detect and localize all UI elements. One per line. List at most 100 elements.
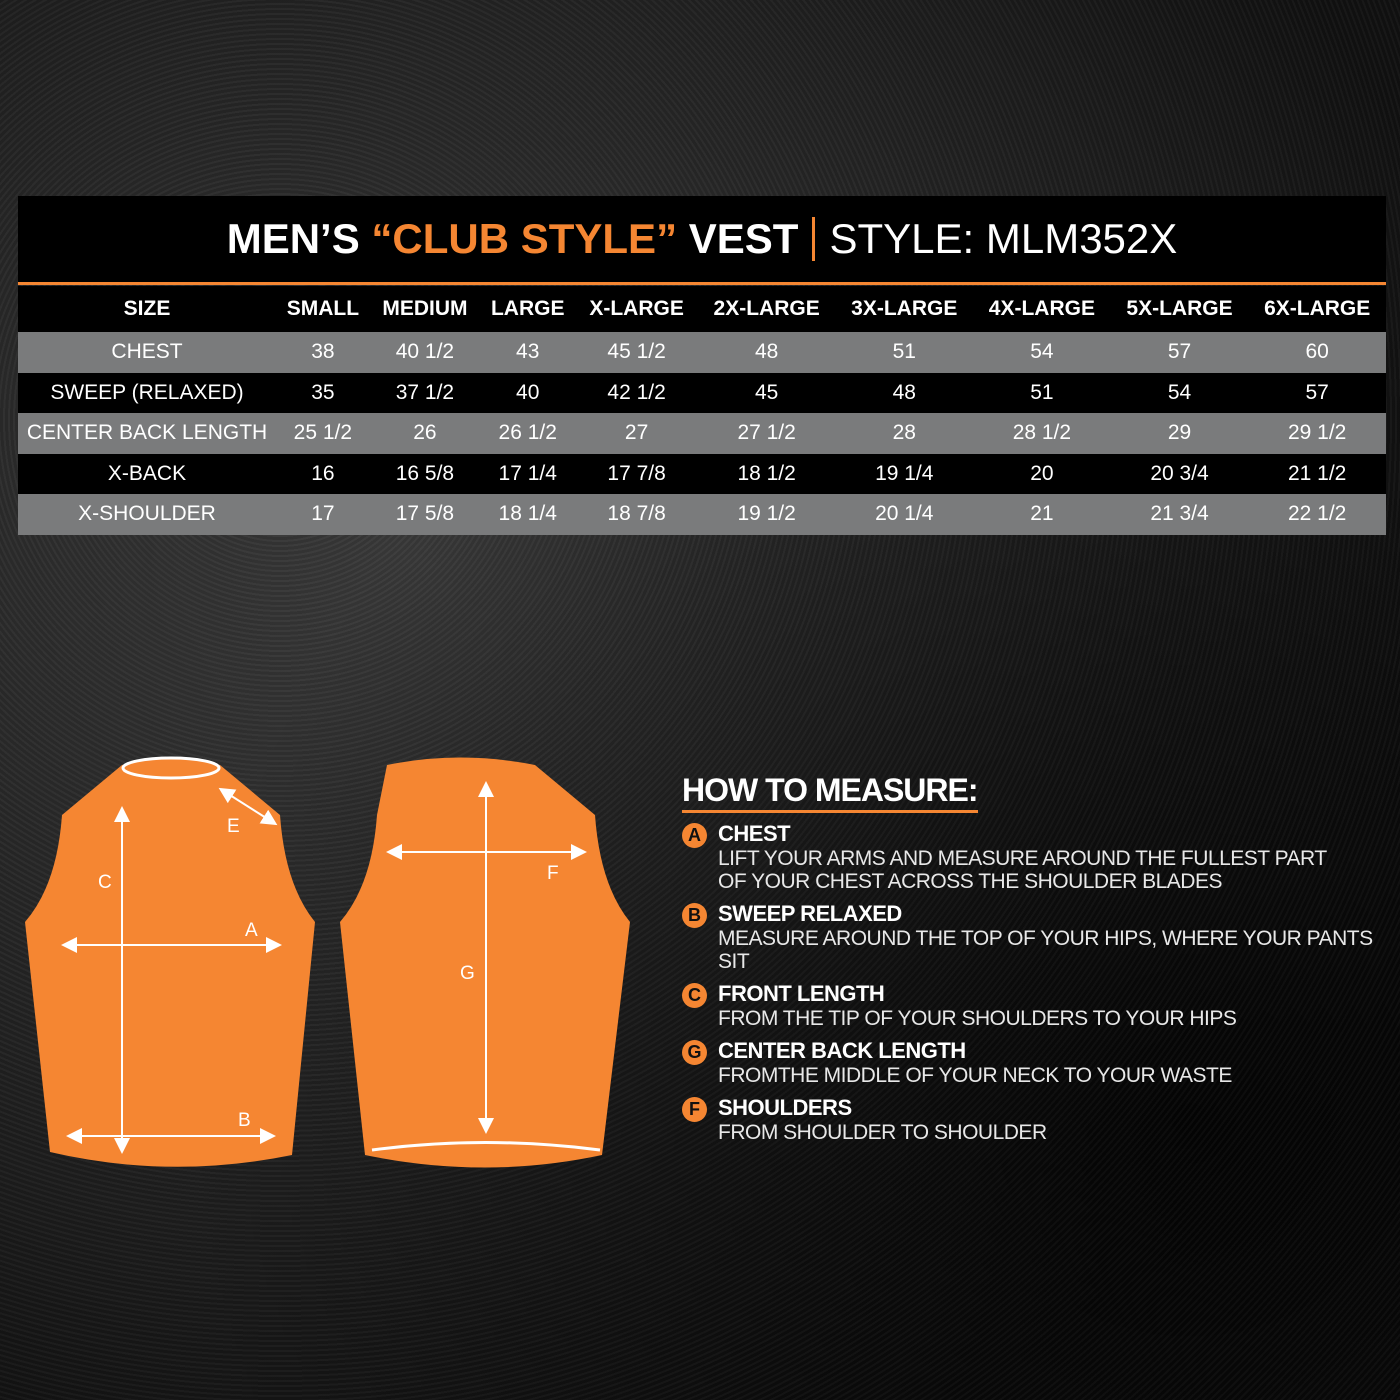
- table-cell: 16 5/8: [369, 453, 481, 494]
- table-cell: 20: [973, 453, 1111, 494]
- column-header: SMALL: [276, 286, 370, 332]
- label-f: F: [547, 863, 559, 884]
- table-cell: 43: [480, 332, 576, 373]
- table-cell: 25 1/2: [276, 413, 370, 454]
- table-cell: 17: [276, 494, 370, 535]
- table-cell: 16: [276, 453, 370, 494]
- table-cell: 51: [835, 332, 974, 373]
- table-cell: 42 1/2: [575, 372, 698, 413]
- table-cell: 48: [835, 372, 974, 413]
- table-cell: 20 3/4: [1110, 453, 1249, 494]
- table-cell: 19 1/2: [697, 494, 836, 535]
- column-header: 4X-LARGE: [973, 286, 1111, 332]
- table-cell: 60: [1248, 332, 1386, 373]
- measure-description: FROM SHOULDER TO SHOULDER: [718, 1121, 1047, 1144]
- letter-badge: G: [682, 1040, 707, 1065]
- table-cell: 54: [1110, 372, 1249, 413]
- how-to-measure-title: HOW TO MEASURE:: [682, 772, 979, 813]
- table-row: X-SHOULDER 17 17 5/8 18 1/4 18 7/8 19 1/2 20 1…: [18, 494, 1386, 535]
- table-cell: 37 1/2: [369, 372, 481, 413]
- letter-badge: B: [682, 903, 707, 928]
- table-cell: 35: [276, 372, 370, 413]
- table-cell: 18 1/2: [697, 453, 836, 494]
- measure-heading: CENTER BACK LENGTH: [718, 1038, 966, 1063]
- column-header: LARGE: [480, 286, 576, 332]
- table-cell: 19 1/4: [835, 453, 974, 494]
- measure-item: B SWEEP RELAXED MEASURE AROUND THE TOP OF …: [682, 901, 1400, 973]
- measure-heading: CHEST: [718, 821, 791, 846]
- table-cell: 54: [973, 332, 1111, 373]
- orange-divider: [18, 282, 1386, 285]
- table-cell: 18 7/8: [575, 494, 698, 535]
- label-b: B: [238, 1110, 251, 1131]
- column-header: 2X-LARGE: [697, 286, 836, 332]
- style-label: STYLE:: [829, 215, 975, 262]
- table-cell: 45: [697, 372, 836, 413]
- row-label: CHEST: [18, 332, 276, 373]
- table-cell: 21 1/2: [1248, 453, 1386, 494]
- table-cell: 18 1/4: [480, 494, 576, 535]
- title-prefix: MEN’S: [226, 215, 360, 262]
- table-cell: 29 1/2: [1248, 413, 1386, 454]
- table-row: SWEEP (RELAXED) 35 37 1/2 40 42 1/2 45 48 51 54 5…: [18, 372, 1386, 413]
- table-cell: 21: [973, 494, 1111, 535]
- table-cell: 29: [1110, 413, 1249, 454]
- table-cell: 57: [1248, 372, 1386, 413]
- row-label: SWEEP (RELAXED): [18, 372, 276, 413]
- table-cell: 26 1/2: [480, 413, 576, 454]
- label-g: G: [460, 963, 475, 984]
- column-header: MEDIUM: [369, 286, 481, 332]
- measure-description: LIFT YOUR ARMS AND MEASURE AROUND THE FU…: [718, 847, 1327, 870]
- table-row: CHEST 38 40 1/2 43 45 1/2 48 51 54 57 60: [18, 332, 1386, 373]
- letter-badge: C: [682, 983, 707, 1008]
- label-e: E: [227, 816, 240, 837]
- column-header: SIZE: [18, 286, 276, 332]
- measure-heading: FRONT LENGTH: [718, 981, 885, 1006]
- table-cell: 26: [369, 413, 481, 454]
- table-cell: 51: [973, 372, 1111, 413]
- measure-item: A CHEST LIFT YOUR ARMS AND MEASURE AROUND …: [682, 821, 1400, 893]
- measure-heading: SWEEP RELAXED: [718, 901, 902, 926]
- table-cell: 28: [835, 413, 974, 454]
- title-divider: [812, 217, 816, 261]
- table-row: CENTER BACK LENGTH 25 1/2 26 26 1/2 27 27 1/2…: [18, 413, 1386, 454]
- column-header: X-LARGE: [575, 286, 698, 332]
- row-label: X-BACK: [18, 453, 276, 494]
- table-cell: 45 1/2: [575, 332, 698, 373]
- measure-heading: SHOULDERS: [718, 1095, 852, 1120]
- table-cell: 21 3/4: [1110, 494, 1249, 535]
- table-cell: 27 1/2: [697, 413, 836, 454]
- vest-diagrams: E C A B F G: [25, 756, 630, 1168]
- title-highlight: “CLUB STYLE”: [371, 215, 678, 262]
- table-cell: 27: [575, 413, 698, 454]
- measure-item: F SHOULDERS FROM SHOULDER TO SHOULDER: [682, 1095, 1400, 1144]
- column-header: 5X-LARGE: [1110, 286, 1249, 332]
- table-cell: 57: [1110, 332, 1249, 373]
- title-product: VEST: [688, 215, 799, 262]
- table-cell: 22 1/2: [1248, 494, 1386, 535]
- table-row: X-BACK 16 16 5/8 17 1/4 17 7/8 18 1/2 19 1/4 20…: [18, 453, 1386, 494]
- table-cell: 40 1/2: [369, 332, 481, 373]
- table-cell: 17 1/4: [480, 453, 576, 494]
- label-c: C: [98, 872, 112, 893]
- table-cell: 48: [697, 332, 836, 373]
- vest-front: E C A B: [25, 756, 315, 1167]
- measure-description: MEASURE AROUND THE TOP OF YOUR HIPS, WHE…: [718, 927, 1373, 973]
- row-label: X-SHOULDER: [18, 494, 276, 535]
- table-cell: 17 7/8: [575, 453, 698, 494]
- measure-item: G CENTER BACK LENGTH FROMTHE MIDDLE OF YOU…: [682, 1038, 1400, 1087]
- table-cell: 28 1/2: [973, 413, 1111, 454]
- table-cell: 17 5/8: [369, 494, 481, 535]
- how-to-measure: HOW TO MEASURE: A CHEST LIFT YOUR ARMS AND…: [682, 772, 1400, 1144]
- table-cell: 40: [480, 372, 576, 413]
- label-a: A: [245, 920, 258, 941]
- measure-description: FROM THE TIP OF YOUR SHOULDERS TO YOUR H…: [718, 1007, 1237, 1030]
- column-header: 3X-LARGE: [835, 286, 974, 332]
- style-code: MLM352X: [985, 215, 1178, 262]
- measure-item: C FRONT LENGTH FROM THE TIP OF YOUR SHOULD…: [682, 981, 1400, 1030]
- measure-description: FROMTHE MIDDLE OF YOUR NECK TO YOUR WAST…: [718, 1064, 1232, 1087]
- measure-description: OF YOUR CHEST ACROSS THE SHOULDER BLADES: [718, 870, 1222, 893]
- row-label: CENTER BACK LENGTH: [18, 413, 276, 454]
- column-header: 6X-LARGE: [1248, 286, 1386, 332]
- letter-badge: F: [682, 1097, 707, 1122]
